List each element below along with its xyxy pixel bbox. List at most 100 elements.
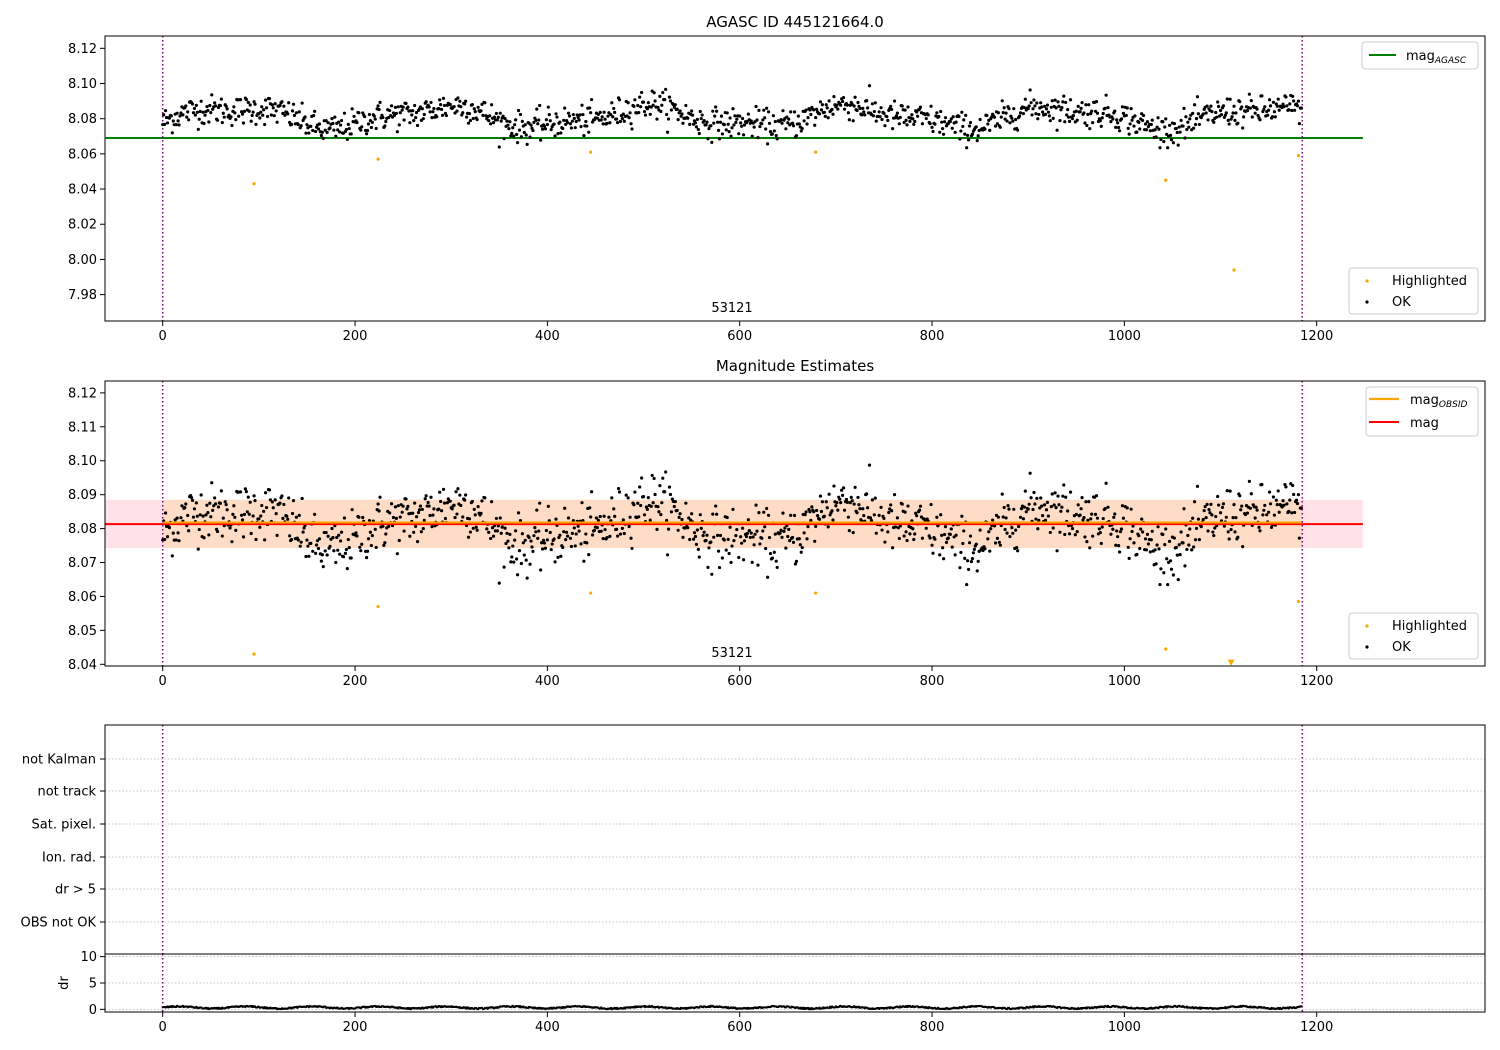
ok-point [208, 501, 212, 505]
ok-point [350, 508, 354, 512]
ok-point [902, 534, 906, 538]
ok-point [765, 106, 769, 110]
ok-point [487, 119, 491, 123]
ok-point [1155, 125, 1159, 129]
panel-magnitude-estimates: Magnitude Estimates 0 200 400 600 800 1000 120… [68, 357, 1486, 689]
ok-point [581, 519, 585, 523]
dr-point [1006, 1008, 1009, 1011]
ok-point [741, 133, 746, 137]
ok-point [964, 113, 968, 117]
ok-point [860, 113, 864, 117]
ok-point [511, 126, 515, 130]
ok-point [892, 492, 897, 497]
ok-point [287, 101, 291, 105]
ok-point [406, 504, 410, 508]
ok-point [764, 546, 768, 551]
ok-point [401, 504, 405, 508]
ok-point [655, 117, 659, 121]
ok-point [215, 118, 220, 122]
ok-point [667, 485, 672, 489]
ok-point [974, 125, 978, 129]
ok-point [1128, 122, 1132, 126]
dr-point [809, 1008, 812, 1011]
ok-point [234, 528, 238, 532]
ok-point [269, 113, 273, 117]
ok-point [1233, 530, 1237, 534]
ok-point [1146, 542, 1151, 546]
ok-point [926, 113, 930, 117]
ok-point [616, 486, 621, 491]
ok-point [428, 110, 432, 114]
dr-point [550, 1006, 553, 1009]
ok-point [622, 119, 626, 123]
ok-point [381, 524, 385, 528]
ok-point [666, 117, 671, 121]
ok-point [193, 113, 197, 117]
ok-point [238, 490, 243, 494]
ok-point [503, 116, 507, 121]
ok-point [1059, 509, 1063, 513]
x-tick-label: 400 [535, 329, 560, 344]
ok-point [1132, 541, 1136, 545]
ok-point [561, 545, 565, 550]
dr-point [609, 1006, 612, 1009]
ok-point [1168, 133, 1173, 137]
ok-point [1225, 489, 1229, 493]
ok-point [1149, 122, 1153, 127]
ok-point [520, 119, 524, 123]
ok-point [779, 117, 783, 122]
ok-point [1154, 135, 1158, 139]
ok-point [537, 529, 541, 533]
ok-point [401, 105, 405, 109]
ok-point [1184, 115, 1188, 119]
highlighted-point [1296, 599, 1301, 604]
ok-point [522, 553, 526, 557]
ok-point [1137, 120, 1141, 124]
flag-label: Ion. rad. [42, 851, 96, 866]
ok-point [565, 534, 570, 538]
ok-point [1192, 545, 1196, 549]
ok-point [1109, 532, 1113, 536]
ok-point [471, 116, 475, 121]
ok-point [1290, 108, 1294, 113]
ok-point [690, 109, 694, 113]
ok-point [211, 508, 215, 512]
ok-point [1291, 94, 1295, 98]
ok-point [1109, 120, 1113, 124]
ok-point [584, 119, 588, 124]
ok-point [1245, 511, 1250, 515]
chart-title: AGASC ID 445121664.0 [706, 13, 884, 31]
ok-point [804, 108, 808, 112]
dr-point [304, 1006, 307, 1009]
ok-point [783, 526, 787, 530]
ok-point [337, 120, 341, 124]
ok-point [1129, 507, 1133, 511]
ok-point [1037, 518, 1041, 522]
ok-point [894, 114, 899, 118]
ok-point [1172, 536, 1176, 540]
ok-point [740, 541, 744, 545]
axes-frame [104, 380, 1486, 667]
dr-point [829, 1005, 832, 1008]
ok-point [966, 138, 971, 142]
dr-point [244, 1006, 247, 1009]
ok-point [238, 98, 243, 102]
ok-point [1272, 513, 1276, 517]
dr-point [664, 1006, 667, 1009]
ok-point [1098, 530, 1102, 535]
ok-point [1234, 516, 1238, 520]
ok-point [951, 115, 955, 119]
ok-point [1172, 121, 1176, 126]
ok-point [548, 119, 552, 123]
ok-point [437, 507, 441, 511]
dr-point [296, 1006, 299, 1009]
ok-point [941, 126, 945, 131]
ok-point [258, 116, 262, 120]
legend-label: mag [1410, 416, 1439, 431]
ok-point [542, 124, 547, 128]
ok-point [933, 537, 937, 541]
ok-point [1099, 124, 1103, 128]
ok-point [809, 112, 813, 117]
ok-point [1132, 124, 1136, 128]
ok-point [924, 116, 928, 121]
